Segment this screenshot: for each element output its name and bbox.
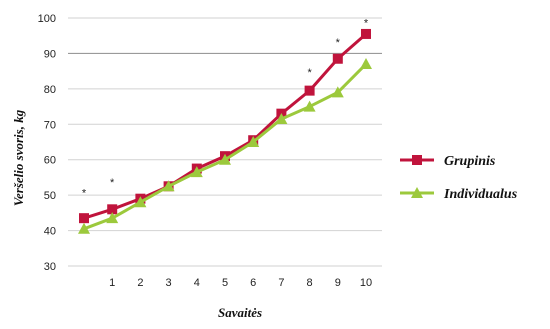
legend-swatch-marker (412, 155, 422, 165)
x-tick-label: 1 (109, 277, 115, 289)
legend-label: Individualus (443, 187, 518, 202)
y-tick-label: 90 (44, 48, 56, 60)
x-tick-label: 5 (222, 277, 228, 289)
series-individualus (78, 58, 372, 234)
x-tick-label: 3 (166, 277, 172, 289)
significance-mark: * (364, 18, 369, 30)
data-point (106, 212, 119, 224)
data-point (134, 196, 147, 208)
data-point (79, 213, 89, 224)
y-tick-label: 30 (44, 261, 56, 273)
gridlines (68, 17, 382, 267)
y-tick-label: 50 (44, 190, 56, 202)
significance-mark: * (336, 37, 341, 49)
x-tick-label: 8 (307, 277, 313, 289)
data-point (331, 86, 344, 98)
y-tick-label: 60 (44, 155, 56, 167)
legend-item: Grupinis (400, 154, 496, 169)
y-tick-label: 70 (44, 119, 56, 131)
x-tick-label: 7 (278, 277, 284, 289)
legend: Grupinis Individualus (400, 154, 518, 202)
x-tick-label: 9 (335, 277, 341, 289)
data-point (275, 112, 288, 124)
y-tick-label: 40 (44, 226, 56, 238)
data-point (361, 28, 371, 39)
data-point (332, 53, 343, 64)
data-point (360, 58, 372, 70)
data-point (247, 136, 260, 147)
series-grupinis (79, 28, 371, 224)
x-tick-label: 6 (250, 277, 256, 289)
data-point (303, 100, 316, 112)
data-point (304, 85, 315, 96)
legend-label: Grupinis (444, 154, 496, 169)
x-tick-label: 2 (137, 277, 143, 289)
data-point (190, 166, 203, 178)
significance-mark: * (110, 177, 115, 189)
x-tick-label: 4 (194, 277, 200, 289)
data-point (107, 204, 118, 215)
legend-item: Individualus (400, 187, 518, 202)
significance-mark: * (307, 67, 312, 79)
y-axis-title: Veršelio svoris, kg (11, 109, 26, 206)
axes: 30 40 50 60 70 80 90 100 1 2 3 4 5 6 7 8 9 10 (38, 13, 372, 289)
series (78, 28, 372, 234)
significance-marks: * * * * * (82, 18, 369, 200)
data-point (162, 180, 175, 192)
data-point (78, 222, 90, 234)
data-point (219, 153, 231, 165)
series-line (83, 32, 367, 220)
y-tick-label: 100 (38, 13, 56, 25)
x-axis-title: Savaitės (218, 305, 262, 320)
significance-mark: * (82, 188, 87, 200)
x-tick-label: 10 (360, 277, 372, 289)
y-tick-label: 80 (44, 84, 56, 96)
legend-swatch-marker (411, 187, 423, 198)
